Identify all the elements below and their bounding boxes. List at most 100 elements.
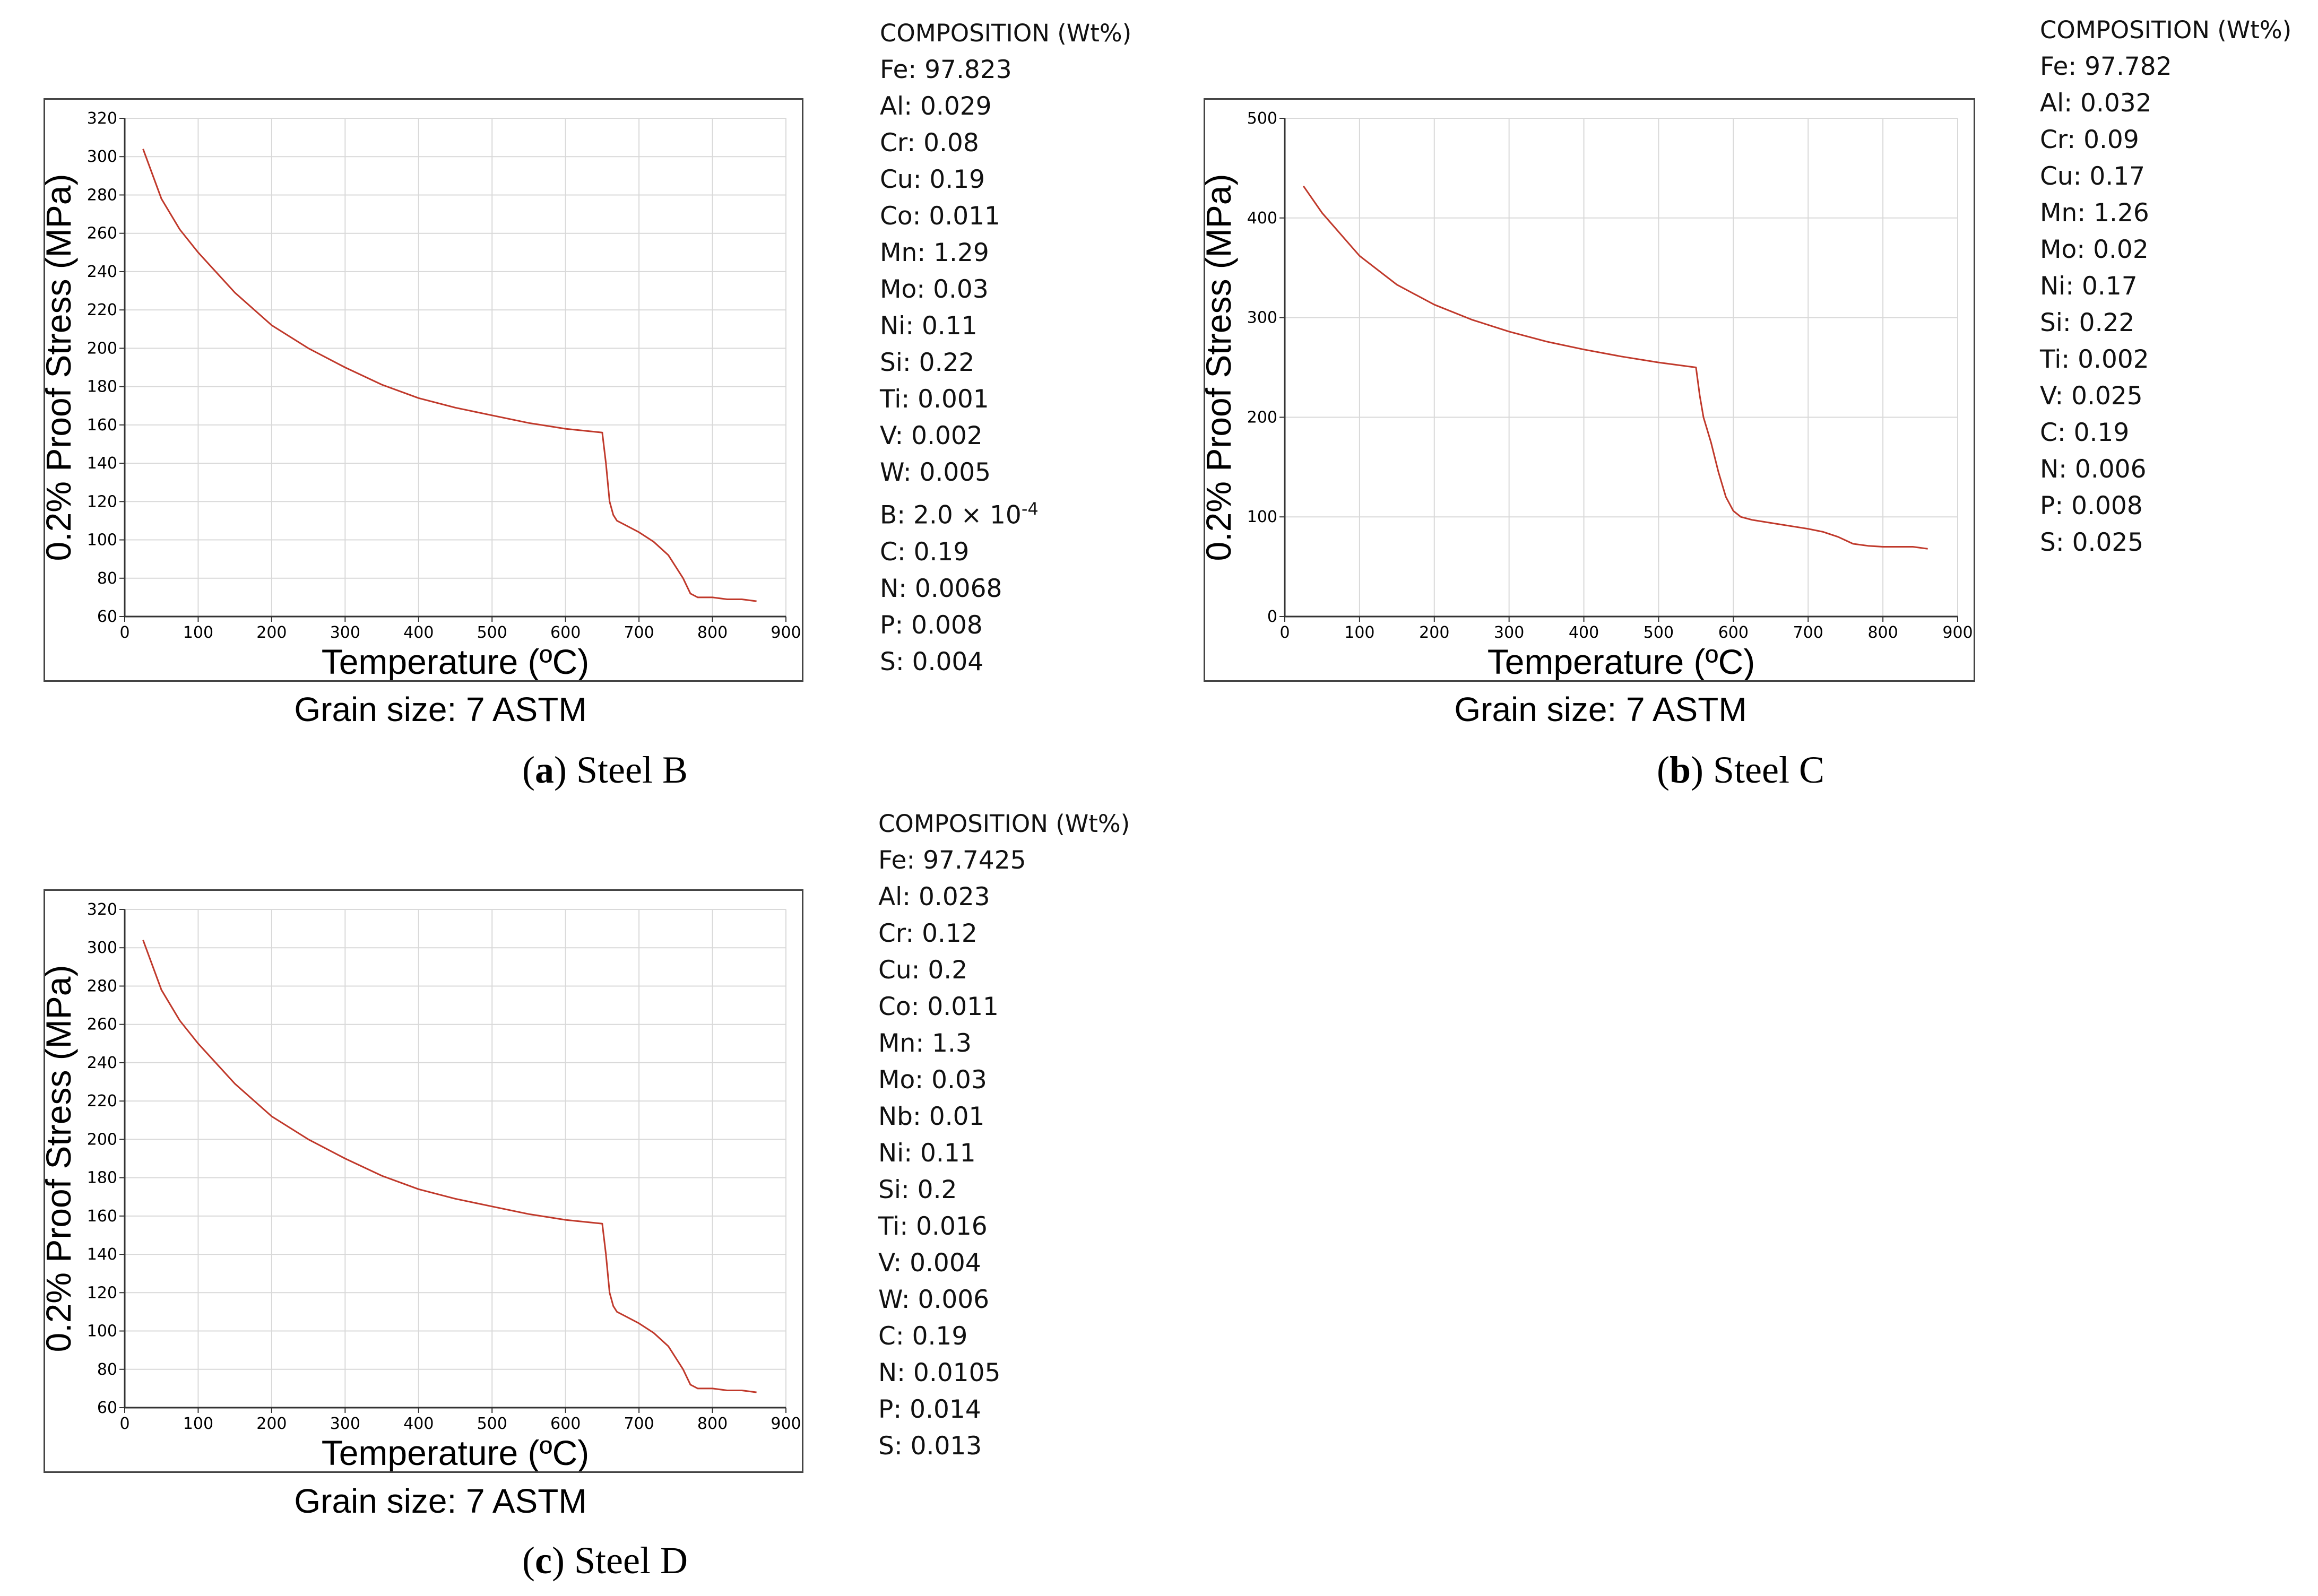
series-line-steel-b [142,149,757,602]
caption-b: (b) Steel C [1656,749,1824,791]
composition-item: Si: 0.22 [880,344,1131,381]
composition-item: Cu: 0.17 [2040,158,2291,195]
series-line-steel-d [142,940,757,1393]
y-tick-label: 280 [87,977,117,995]
y-tick-label: 240 [87,263,117,281]
x-tick-label: 400 [403,1415,434,1433]
composition-item: V: 0.004 [878,1245,1130,1281]
composition-value: N: 0.0068 [880,574,1002,603]
chart-frame-a: 0 100 200 300 400 500 600 700 800 900 60 80 100 120 14… [44,98,803,682]
composition-value: Ti: 0.001 [880,385,989,414]
composition-items-c: Fe: 97.7425 Al: 0.023 Cr: 0.12 Cu: 0.2 Co: 0… [878,842,1130,1464]
y-tick-label: 200 [87,1130,117,1149]
composition-value: Mn: 1.26 [2040,198,2149,228]
chart-frame-c: 0 100 200 300 400 500 600 700 800 900 60 80 100 120 14… [44,889,803,1473]
composition-item: Cr: 0.12 [878,915,1130,952]
composition-item: Cr: 0.08 [880,125,1131,161]
composition-title-a: COMPOSITION (Wt%) [880,19,1132,47]
composition-title-b: COMPOSITION (Wt%) [2040,16,2292,44]
composition-value: V: 0.004 [878,1248,981,1278]
composition-value: Ni: 0.11 [878,1139,976,1168]
composition-value: Al: 0.032 [2040,89,2152,118]
y-tick-label: 100 [87,1322,117,1341]
composition-item: Ni: 0.11 [880,308,1131,344]
composition-value: C: 0.19 [880,537,970,567]
x-tick-label: 200 [256,623,287,642]
composition-item: Si: 0.2 [878,1172,1130,1208]
x-tick-label: 600 [550,1415,581,1433]
chart-steel-c: 0 100 200 300 400 500 600 700 800 900 0 100 200 300 40… [1205,109,1973,680]
composition-item: Mn: 1.3 [878,1025,1130,1062]
composition-item: Fe: 97.7425 [878,842,1130,879]
x-tick-label: 700 [1793,623,1823,642]
composition-item: Al: 0.032 [2040,85,2291,122]
y-tick-label: 140 [87,454,117,473]
y-tick-label: 240 [87,1054,117,1072]
composition-item: N: 0.0068 [880,570,1131,607]
x-axis-label: Temperature (ºC) [322,1433,590,1471]
caption-text-c: Steel D [564,1539,688,1582]
caption-letter-b: b [1669,749,1691,791]
grain-size-label-c: Grain size: 7 ASTM [294,1482,587,1520]
x-tick-label: 300 [330,623,360,642]
composition-value: Si: 0.22 [2040,308,2135,337]
composition-value: S: 0.013 [878,1432,982,1461]
composition-value: C: 0.19 [2040,418,2130,447]
composition-value: Si: 0.22 [880,348,975,377]
composition-item: Mo: 0.03 [878,1062,1130,1098]
composition-value: Co: 0.011 [878,992,999,1021]
x-tick-label: 600 [550,623,581,642]
y-tick-label: 320 [87,900,117,919]
x-tick-label: 700 [624,1415,654,1433]
composition-list-b: COMPOSITION (Wt%) Fe: 97.782 Al: 0.032 Cr:… [2040,12,2291,561]
composition-item: Ni: 0.17 [2040,268,2291,305]
x-tick-label: 100 [183,1415,213,1433]
y-tick-label: 280 [87,186,117,204]
composition-value: Co: 0.011 [880,202,1000,231]
y-tick-label: 200 [87,339,117,358]
y-tick-label: 140 [87,1245,117,1264]
composition-value: Cu: 0.17 [2040,162,2146,191]
y-tick-label: 300 [87,148,117,166]
composition-value: N: 0.0105 [878,1358,1001,1387]
composition-value: Mo: 0.02 [2040,235,2149,264]
composition-item: Ti: 0.002 [2040,341,2291,378]
composition-item: Co: 0.011 [878,988,1130,1025]
composition-item: S: 0.004 [880,644,1131,680]
composition-value: Cu: 0.2 [878,956,968,985]
composition-item: P: 0.008 [2040,488,2291,524]
composition-item: Fe: 97.823 [880,51,1131,88]
composition-item: Mo: 0.02 [2040,231,2291,268]
composition-item: Cu: 0.19 [880,161,1131,198]
composition-list-a: COMPOSITION (Wt%) Fe: 97.823 Al: 0.029 Cr:… [880,15,1131,680]
x-tick-label: 0 [119,623,129,642]
y-tick-label: 60 [97,608,117,626]
y-axis-label: 0.2% Proof Stress (MPa) [45,965,78,1352]
composition-value: V: 0.025 [2040,381,2143,411]
composition-item: Cu: 0.2 [878,952,1130,988]
composition-value: Al: 0.029 [880,92,992,121]
composition-item: Co: 0.011 [880,198,1131,235]
grain-size-label-b: Grain size: 7 ASTM [1454,690,1747,728]
y-tick-label: 180 [87,1169,117,1187]
chart-frame-b: 0 100 200 300 400 500 600 700 800 900 0 100 200 300 40… [1204,98,1975,682]
y-tick-label: 80 [97,1360,117,1379]
x-tick-label: 700 [624,623,654,642]
composition-value: Cr: 0.12 [878,919,978,948]
composition-item: C: 0.19 [880,534,1131,570]
chart-steel-d: 0 100 200 300 400 500 600 700 800 900 60 80 100 120 14… [45,900,801,1471]
composition-value: N: 0.006 [2040,455,2147,484]
x-tick-label: 0 [1279,623,1290,642]
x-tick-label: 300 [1494,623,1524,642]
composition-item: S: 0.013 [878,1428,1130,1464]
caption-text-b: Steel C [1703,749,1824,791]
composition-item: W: 0.006 [878,1281,1130,1318]
composition-value: V: 0.002 [880,421,983,450]
x-tick-label: 800 [697,1415,728,1433]
y-tick-label: 160 [87,1207,117,1226]
y-tick-label: 500 [1247,109,1277,128]
y-tick-label: 400 [1247,209,1277,228]
composition-exponent: -4 [1021,499,1039,519]
composition-value: Cu: 0.19 [880,165,985,194]
composition-value: P: 0.008 [2040,491,2143,521]
